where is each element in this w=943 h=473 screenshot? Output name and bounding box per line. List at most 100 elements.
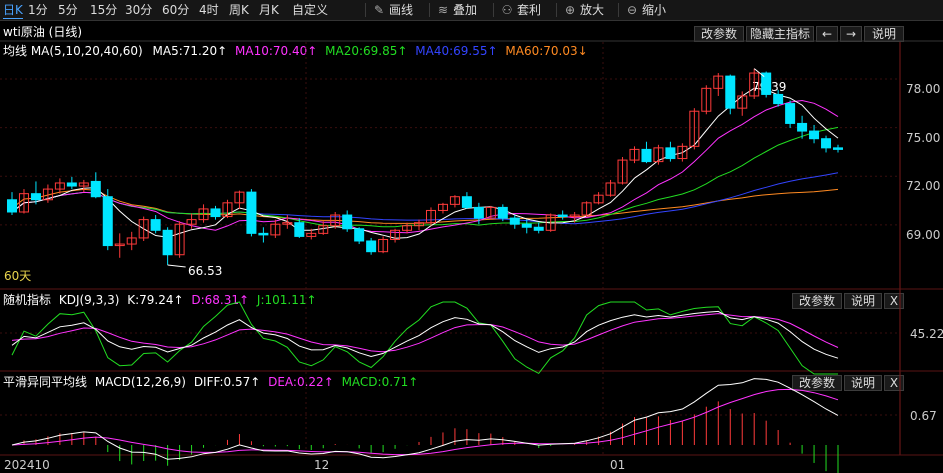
candle-body <box>485 206 496 219</box>
ma10-value: MA10:70.40↑ <box>235 44 318 58</box>
kdj-j-value: J:101.11↑ <box>256 293 317 307</box>
candle-body <box>701 87 712 112</box>
candle-body <box>749 72 760 97</box>
candle-body <box>593 194 604 204</box>
candle-body <box>653 147 664 163</box>
candle-body <box>162 229 173 256</box>
macd-close-button[interactable]: X <box>884 375 904 391</box>
candle-body <box>258 232 269 236</box>
tool-label: 缩小 <box>642 3 667 17</box>
candle-body <box>797 122 808 132</box>
ma40-value: MA40:69.55↑ <box>415 44 498 58</box>
candle-body <box>354 228 365 242</box>
main-help-button[interactable]: 说明 <box>864 26 904 42</box>
candle-body <box>761 72 772 95</box>
period-2[interactable]: 5分 <box>58 3 78 17</box>
candle-body <box>186 219 197 225</box>
tool-pencil-button[interactable]: ✎ 画线 <box>372 2 413 18</box>
period-0[interactable]: 日K <box>3 3 23 19</box>
kdj-y-tick: 45.22 <box>910 327 943 341</box>
kdj-close-button[interactable]: X <box>884 293 904 309</box>
low-price-label: 66.53 <box>188 264 223 278</box>
period-3[interactable]: 15分 <box>90 3 118 17</box>
macd-help-button[interactable]: 说明 <box>844 375 882 391</box>
candle-body <box>509 217 520 225</box>
tool-person-button[interactable]: ⚇ 套利 <box>500 2 541 18</box>
period-8[interactable]: 月K <box>259 3 279 17</box>
candle-body <box>821 138 832 149</box>
y-tick-72: 72.00 <box>906 179 941 193</box>
macd-legend: 平滑异同平均线 MACD(12,26,9) DIFF:0.57↑ DEA:0.2… <box>3 374 418 390</box>
candle-body <box>306 232 317 237</box>
zoom-out-icon: ⊖ <box>626 3 638 17</box>
period-1[interactable]: 1分 <box>28 3 48 17</box>
period-6[interactable]: 4时 <box>199 3 219 17</box>
period-4[interactable]: 30分 <box>125 3 153 17</box>
candle-body <box>30 193 41 201</box>
period-9[interactable]: 自定义 <box>292 3 329 17</box>
y-tick-75: 75.00 <box>906 131 941 145</box>
candle-body <box>665 147 676 160</box>
kdj-j-line <box>11 301 838 375</box>
kdj-d-line <box>11 313 839 353</box>
candle-body <box>18 193 29 213</box>
candle-body <box>737 95 748 109</box>
tool-zoom-out-button[interactable]: ⊖ 缩小 <box>625 2 666 18</box>
y-tick-69: 69.00 <box>906 228 941 242</box>
pencil-icon: ✎ <box>373 3 385 17</box>
candle-body <box>198 208 209 221</box>
tool-label: 叠加 <box>453 3 478 17</box>
candle-body <box>449 196 460 205</box>
x-tick-12: 12 <box>314 458 330 472</box>
tool-zoom-in-button[interactable]: ⊕ 放大 <box>563 2 604 18</box>
macd-dea-line <box>11 388 839 456</box>
candle-body <box>234 191 245 204</box>
ma60-value: MA60:70.03↓ <box>505 44 588 58</box>
kdj-params-button[interactable]: 改参数 <box>792 293 842 309</box>
macd-diff-line <box>11 378 839 460</box>
candle-body <box>402 225 413 231</box>
macd-label: 平滑异同平均线 <box>3 375 88 389</box>
kdj-params: KDJ(9,3,3) <box>58 293 120 307</box>
ma10-line <box>11 99 839 234</box>
macd-params-button[interactable]: 改参数 <box>792 375 842 391</box>
kdj-help-button[interactable]: 说明 <box>844 293 882 309</box>
zoom-in-icon: ⊕ <box>564 3 576 17</box>
tool-label: 套利 <box>517 3 542 17</box>
candle-body <box>725 75 736 109</box>
candle-body <box>378 238 389 253</box>
candle-body <box>617 159 628 184</box>
candle-body <box>270 223 281 236</box>
candle-body <box>342 214 353 230</box>
candle-body <box>78 182 89 187</box>
candle-body <box>282 222 293 225</box>
kdj-label: 随机指标 <box>3 293 52 307</box>
candle-body <box>114 243 125 247</box>
candle-body <box>713 75 724 89</box>
candle-body <box>246 191 257 234</box>
candle-body <box>785 103 796 124</box>
x-tick-01: 01 <box>610 458 626 472</box>
candle-body <box>581 202 592 216</box>
period-7[interactable]: 周K <box>229 3 249 17</box>
candle-body <box>497 206 508 219</box>
ma20-value: MA20:69.85↑ <box>325 44 408 58</box>
low-pointer <box>167 264 186 268</box>
stack-icon: ≋ <box>437 3 449 17</box>
candle-body <box>773 93 784 105</box>
period-5[interactable]: 60分 <box>162 3 190 17</box>
macd-value: MACD:0.71↑ <box>341 375 419 389</box>
period-note: 60天 <box>4 269 32 283</box>
candle-body <box>677 145 688 160</box>
tool-stack-button[interactable]: ≋ 叠加 <box>436 2 477 18</box>
candle-body <box>425 209 436 224</box>
candle-body <box>150 219 161 231</box>
macd-params: MACD(12,26,9) <box>94 375 186 389</box>
macd-y-tick: 0.67 <box>910 409 937 423</box>
candle-body <box>102 196 113 247</box>
candle-body <box>605 182 616 196</box>
candle-body <box>833 147 843 150</box>
candle-body <box>521 223 532 228</box>
ma-legend: 均线 MA(5,10,20,40,60) MA5:71.20↑ MA10:70.… <box>3 43 588 59</box>
